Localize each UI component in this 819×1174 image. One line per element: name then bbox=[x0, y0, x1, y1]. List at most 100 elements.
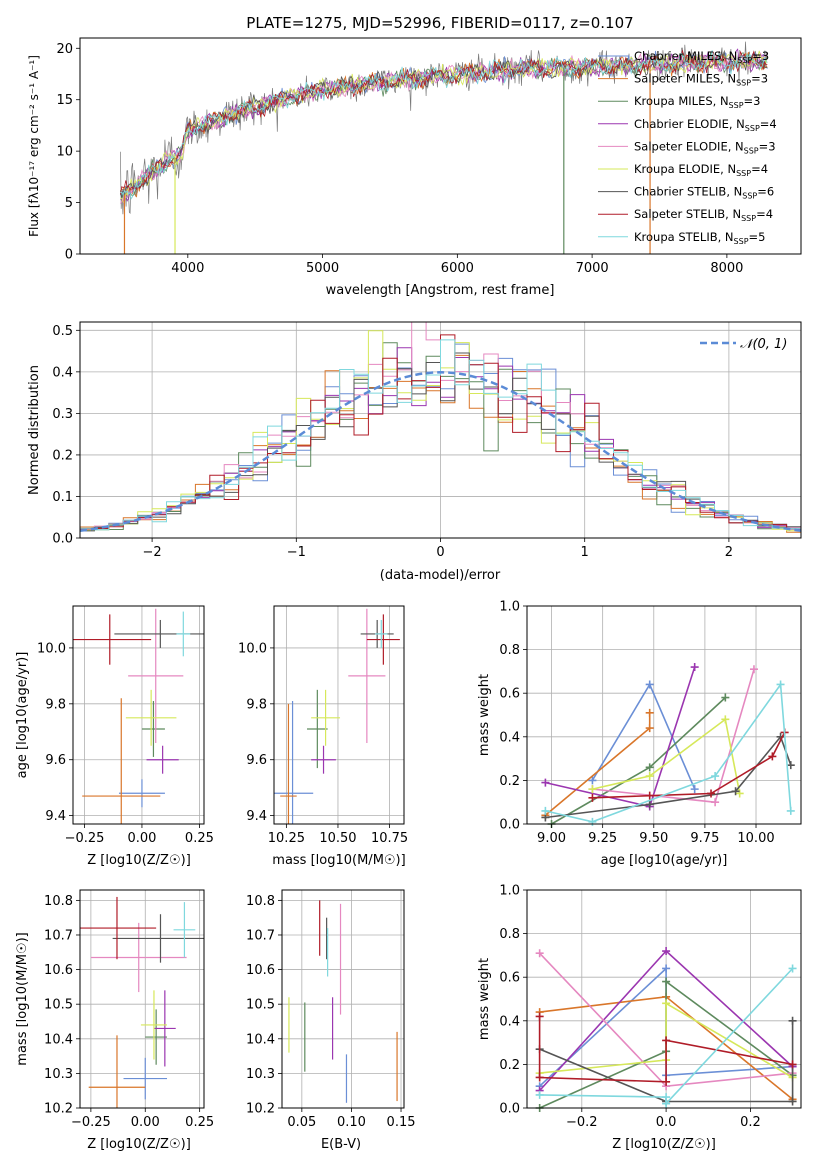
x-tick-label: 9.00 bbox=[537, 831, 566, 846]
weight-marker bbox=[711, 772, 720, 781]
x-tick-label: 0.05 bbox=[287, 1115, 316, 1130]
figure-title: PLATE=1275, MJD=52996, FIBERID=0117, z=0… bbox=[246, 14, 633, 32]
y-tick-label: 0.8 bbox=[499, 643, 520, 658]
y-tick-label: 0.6 bbox=[499, 687, 520, 702]
weight-marker bbox=[662, 1036, 671, 1045]
weight-marker bbox=[645, 772, 654, 781]
z-mass-xlabel: Z [log10(Z/Z☉)] bbox=[87, 1137, 191, 1152]
y-tick-label: 15 bbox=[56, 93, 73, 108]
x-tick-label: 10.50 bbox=[319, 831, 356, 846]
weight-marker bbox=[535, 1073, 544, 1082]
legend-label: Chabrier STELIB, NSSP=6 bbox=[634, 185, 774, 201]
gaussian-legend-label: 𝒩(0, 1) bbox=[740, 337, 787, 352]
y-tick-label: 20 bbox=[56, 42, 73, 57]
weight-line bbox=[539, 1002, 794, 1079]
y-tick-label: 10.4 bbox=[246, 1032, 275, 1047]
y-tick-label: 10.7 bbox=[246, 928, 275, 943]
y-tick-label: 10.8 bbox=[44, 894, 73, 909]
y-tick-label: 10.6 bbox=[44, 963, 73, 978]
y-tick-label: 9.4 bbox=[246, 809, 267, 824]
residual-ylabel: Normed distribution bbox=[27, 365, 42, 495]
weight-z-ylabel: mass weight bbox=[477, 958, 492, 1040]
legend-label: Salpeter STELIB, NSSP=4 bbox=[634, 207, 773, 223]
weight-marker bbox=[788, 1097, 797, 1106]
x-tick-label: 9.50 bbox=[639, 831, 668, 846]
weight-marker bbox=[645, 763, 654, 772]
weight-age-xlabel: age [log10(age/yr)] bbox=[601, 853, 728, 868]
y-tick-label: 1.0 bbox=[499, 600, 520, 615]
y-tick-label: 10.3 bbox=[44, 1067, 73, 1082]
x-tick-label: 1 bbox=[581, 545, 589, 560]
weight-marker bbox=[721, 715, 730, 724]
legend-label: Salpeter ELODIE, NSSP=3 bbox=[634, 139, 776, 155]
weight-z-xlabel: Z [log10(Z/Z☉)] bbox=[612, 1137, 716, 1152]
residual-panel: −2 −1 0 1 2 0.0 0.1 0.2 0.3 0.4 0.5 (data-model)/e… bbox=[27, 321, 802, 583]
z-age-errorbars bbox=[73, 608, 204, 824]
weight-marker bbox=[645, 680, 654, 689]
residual-histograms bbox=[80, 322, 801, 538]
y-tick-label: 10.6 bbox=[246, 963, 275, 978]
weight-marker bbox=[776, 680, 785, 689]
weight-marker bbox=[690, 663, 699, 672]
y-tick-label: 0.0 bbox=[499, 818, 520, 833]
gaussian-reference-curve bbox=[80, 371, 801, 532]
legend-label: Salpeter MILES, NSSP=3 bbox=[634, 72, 768, 88]
z-mass-panel: −0.25 0.00 0.25 10.2 10.3 10.4 10.5 10.6 10.7 10.… bbox=[15, 889, 214, 1152]
mass-age-panel: 10.25 10.50 10.75 9.4 9.6 9.8 10.0 mass [log10… bbox=[238, 605, 408, 868]
x-tick-label: 7000 bbox=[576, 261, 609, 276]
z-age-xlabel: Z [log10(Z/Z☉)] bbox=[87, 853, 191, 868]
x-tick-label: −0.25 bbox=[65, 831, 105, 846]
x-tick-label: 10.00 bbox=[737, 831, 774, 846]
weight-marker bbox=[662, 1077, 671, 1086]
y-tick-label: 0.0 bbox=[52, 532, 73, 547]
y-tick-label: 0.8 bbox=[499, 927, 520, 942]
mass-age-axes-frame bbox=[273, 605, 405, 825]
weight-age-lines bbox=[541, 663, 795, 828]
x-tick-label: 0.00 bbox=[127, 831, 156, 846]
x-tick-label: −2 bbox=[143, 545, 162, 560]
weight-age-axes-frame bbox=[526, 605, 802, 825]
x-tick-label: 2 bbox=[725, 545, 733, 560]
x-tick-label: 0.15 bbox=[387, 1115, 416, 1130]
weight-marker bbox=[588, 793, 597, 802]
weight-z-axes-frame bbox=[526, 889, 802, 1109]
y-tick-label: 10 bbox=[56, 145, 73, 160]
y-tick-label: 10.2 bbox=[44, 1102, 73, 1117]
y-tick-label: 9.8 bbox=[45, 697, 66, 712]
weight-marker bbox=[788, 964, 797, 973]
weight-marker bbox=[535, 949, 544, 958]
x-tick-label: 9.75 bbox=[690, 831, 719, 846]
y-tick-label: 0.2 bbox=[52, 448, 73, 463]
ebv-mass-axes-frame bbox=[281, 889, 405, 1109]
y-tick-label: 0.6 bbox=[499, 971, 520, 986]
x-tick-label: 0.00 bbox=[131, 1115, 160, 1130]
x-tick-label: −1 bbox=[287, 545, 306, 560]
x-tick-label: 0.25 bbox=[185, 831, 214, 846]
weight-marker bbox=[786, 761, 795, 770]
z-age-ylabel: age [log10(age/yr)] bbox=[15, 652, 30, 779]
spectrum-panel: 4000 5000 6000 7000 8000 0 5 10 15 20 wavelength … bbox=[27, 37, 802, 298]
weight-marker bbox=[662, 964, 671, 973]
y-tick-label: 10.5 bbox=[44, 998, 73, 1013]
residual-legend: 𝒩(0, 1) bbox=[700, 337, 787, 352]
x-tick-label: 9.25 bbox=[588, 831, 617, 846]
mass-age-errorbars bbox=[274, 608, 400, 824]
weight-age-ylabel: mass weight bbox=[477, 674, 492, 756]
spectrum-legend: Chabrier MILES, NSSP=3 Salpeter MILES, NS… bbox=[598, 49, 777, 246]
weight-marker bbox=[662, 977, 671, 986]
x-tick-label: −0.2 bbox=[566, 1115, 598, 1130]
y-tick-label: 0.4 bbox=[52, 365, 73, 380]
z-mass-errorbars bbox=[80, 896, 204, 1108]
y-tick-label: 10.8 bbox=[246, 894, 275, 909]
y-tick-label: 9.6 bbox=[246, 753, 267, 768]
weight-marker bbox=[645, 800, 654, 809]
weight-marker bbox=[711, 798, 720, 807]
y-tick-label: 0 bbox=[65, 248, 73, 263]
y-tick-label: 0.2 bbox=[499, 774, 520, 789]
legend-label: Chabrier MILES, NSSP=3 bbox=[634, 49, 769, 65]
y-tick-label: 9.6 bbox=[45, 753, 66, 768]
legend-label: Chabrier ELODIE, NSSP=4 bbox=[634, 117, 777, 133]
x-tick-label: 0 bbox=[436, 545, 444, 560]
weight-marker bbox=[707, 789, 716, 798]
